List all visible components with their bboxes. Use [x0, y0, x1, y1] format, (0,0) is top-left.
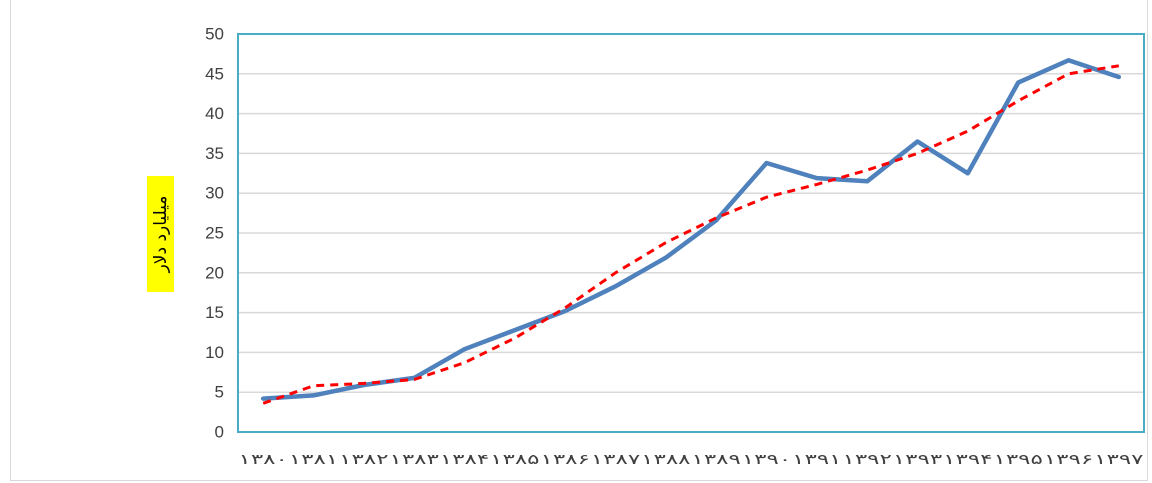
y-tick-label: 30: [205, 184, 224, 203]
x-tick-label: ۱۳۸۴: [440, 452, 489, 468]
y-tick-label: 10: [205, 343, 224, 362]
plot-area-border: [237, 33, 1145, 433]
y-axis-label-text: میلیارد دلار: [151, 196, 171, 274]
y-axis-label-highlight: [147, 176, 174, 292]
y-tick-label: 15: [205, 303, 224, 322]
x-tick-label: ۱۳۹۰: [742, 452, 791, 468]
x-tick-label: ۱۳۸۰: [239, 452, 288, 468]
trend-line: [262, 64, 1120, 405]
y-tick-label: 25: [205, 224, 224, 243]
y-tick-label: 45: [205, 64, 224, 83]
y-tick-label: 5: [215, 383, 224, 402]
series-lines: [260, 58, 1122, 405]
y-tick-label: 35: [205, 144, 224, 163]
x-tick-label: ۱۳۸۳: [390, 452, 440, 468]
x-tick-label: ۱۳۹۶: [1044, 452, 1093, 468]
x-tick-label: ۱۳۸۵: [490, 452, 539, 468]
y-tick-label: 0: [215, 423, 224, 442]
y-tick-label: 50: [205, 25, 224, 44]
x-axis-ticks: ۱۳۸۰ ۱۳۸۱ ۱۳۸۲ ۱۳۸۳ ۱۳۸۴ ۱۳۸۵ ۱۳۸۶ ۱۳۸۷ ۱۳۸۸ ۱۳۸۹…: [239, 452, 1145, 468]
grid-lines: [238, 73, 1144, 393]
y-axis-label: میلیارد دلار: [147, 176, 174, 292]
x-tick-label: ۱۳۹۳: [893, 452, 943, 468]
x-tick-label: ۱۳۹۱: [792, 452, 841, 468]
y-tick-label: 20: [205, 263, 224, 282]
x-tick-label: ۱۳۸۶: [541, 452, 590, 468]
x-tick-label: ۱۳۹۷: [1094, 452, 1144, 468]
x-tick-label: ۱۳۸۸: [641, 452, 691, 468]
x-tick-label: ۱۳۹۵: [994, 452, 1043, 468]
x-tick-label: ۱۳۹۴: [943, 452, 992, 468]
x-tick-label: ۱۳۸۷: [591, 452, 641, 468]
x-tick-label: ۱۳۸۱: [289, 452, 338, 468]
x-tick-label: ۱۳۸۲: [339, 452, 388, 468]
x-tick-label: ۱۳۹۲: [843, 452, 892, 468]
value-line: [260, 58, 1122, 401]
x-tick-label: ۱۳۸۹: [692, 452, 741, 468]
y-tick-label: 40: [205, 104, 224, 123]
chart-frame: 0 5 10 15 20 25 30 35 40 45 50 ۱۳۸۰ ۱۳۸۱ ۱۳۸۲ ۱۳۸۳ ۱۳۸…: [10, 0, 1148, 481]
y-axis-ticks: 0 5 10 15 20 25 30 35 40 45 50: [205, 25, 224, 442]
